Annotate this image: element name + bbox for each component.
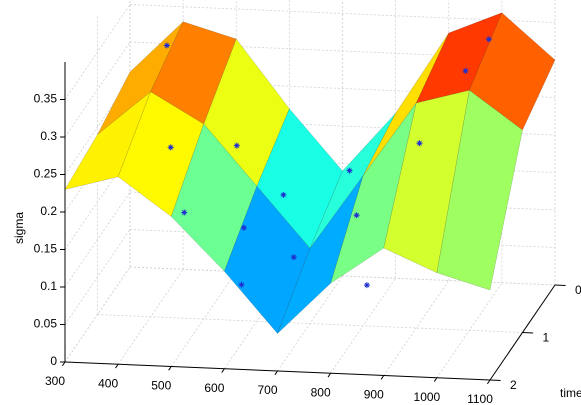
data-point: [363, 282, 370, 289]
grid-line: [64, 266, 131, 363]
z-axis-label: sigma: [12, 212, 26, 244]
data-point: [290, 254, 297, 261]
x-tick-label: 800: [311, 385, 331, 399]
grid-line: [129, 41, 556, 61]
z-tick-label: 0.15: [34, 242, 58, 256]
x-tick-label: 700: [257, 383, 277, 397]
data-point: [240, 224, 247, 231]
x-tick-label: 900: [364, 388, 384, 402]
tick-mark: [168, 366, 172, 371]
surface-patch: [436, 89, 523, 291]
tick-mark: [61, 361, 66, 367]
data-point: [462, 67, 469, 74]
z-tick-label: 0.2: [40, 204, 57, 218]
tick-mark: [380, 375, 385, 380]
data-point: [353, 212, 360, 219]
x-tick-label: 600: [204, 381, 224, 395]
grid-line: [64, 41, 131, 138]
y-tick-label: 1: [543, 331, 550, 345]
grid-line: [170, 271, 237, 367]
data-point: [163, 42, 170, 49]
data-point: [346, 167, 353, 174]
x-tick-label: 500: [151, 379, 171, 393]
grid-line: [129, 116, 556, 136]
x-tick-label: 1100: [467, 392, 493, 405]
z-tick-label: 0: [50, 354, 57, 368]
grid-line: [129, 79, 556, 98]
z-tick-label: 0.3: [40, 129, 57, 143]
data-point: [167, 144, 174, 151]
axis-line: [64, 361, 491, 381]
grid-line: [383, 280, 450, 376]
data-point: [280, 191, 287, 198]
data-point: [238, 281, 245, 288]
data-point: [416, 140, 423, 147]
tick-mark: [327, 372, 332, 378]
tick-mark: [274, 370, 278, 376]
axis-line: [489, 284, 556, 381]
y-tick-label: 2: [510, 378, 517, 392]
data-point: [233, 142, 240, 149]
grid-line: [64, 154, 131, 250]
y-tick-label: 0: [575, 283, 581, 297]
tick-mark: [433, 377, 438, 382]
x-tick-label: 300: [45, 374, 65, 388]
grid-line: [64, 79, 131, 175]
grid-line: [129, 266, 556, 286]
grid-line: [64, 4, 131, 100]
grid-line: [64, 191, 131, 288]
x-tick-label: 400: [98, 376, 118, 390]
z-tick-label: 0.05: [34, 317, 58, 331]
grid-line: [224, 273, 290, 369]
x-tick-label: 1000: [414, 390, 441, 404]
data-point: [181, 209, 188, 216]
tick-mark: [221, 368, 225, 373]
tick-mark: [486, 379, 491, 385]
z-tick-label: 0.35: [34, 92, 58, 106]
z-tick-label: 0.1: [40, 279, 57, 293]
grid-line: [64, 229, 131, 325]
z-tick-label: 0.25: [34, 167, 58, 181]
data-point: [485, 36, 492, 43]
grid-line: [97, 314, 523, 333]
grid-line: [129, 4, 556, 23]
y-axis-label: time: [560, 386, 581, 400]
grid-line: [129, 154, 556, 173]
tick-mark: [115, 363, 119, 369]
